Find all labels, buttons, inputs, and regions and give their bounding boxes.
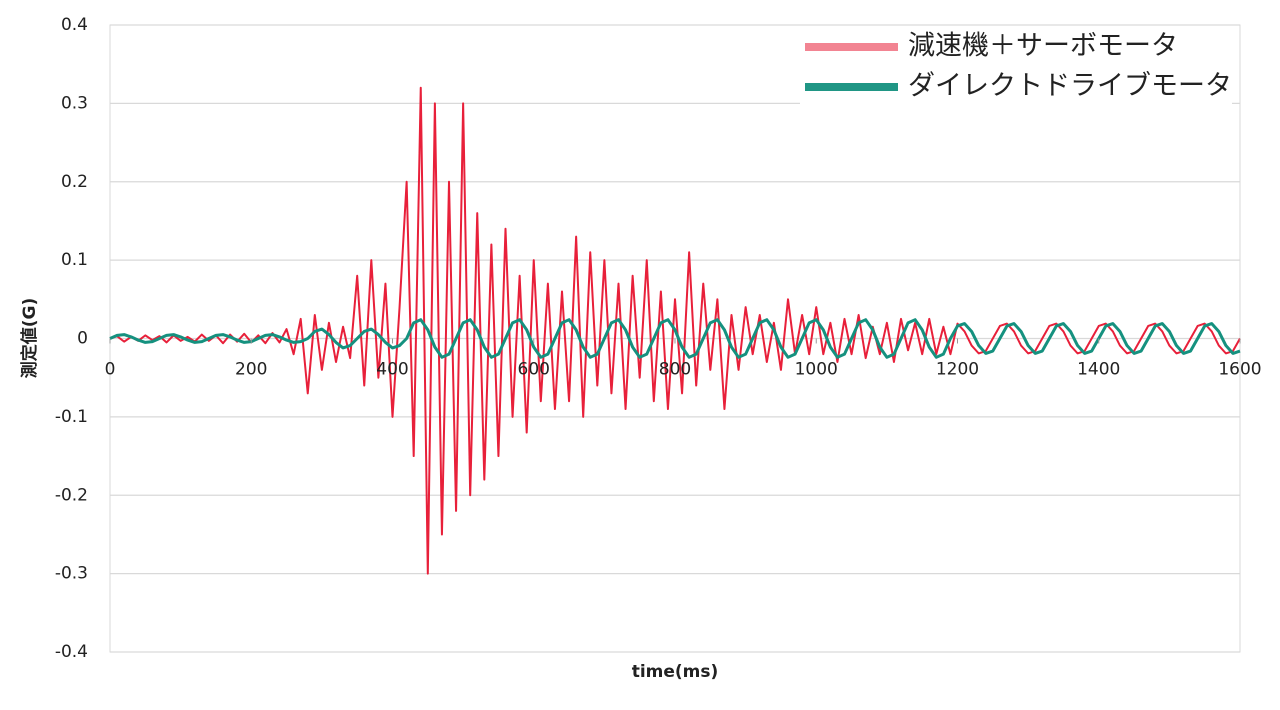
x-tick-label: 800 — [659, 360, 691, 380]
legend-label: 減速機＋サーボモータ — [908, 31, 1178, 62]
y-tick-label: 0 — [77, 329, 88, 349]
y-tick-label: -0.2 — [55, 485, 88, 505]
y-tick-label: 0.4 — [61, 15, 88, 35]
y-tick-label: -0.3 — [55, 564, 88, 584]
x-tick-label: 600 — [518, 360, 550, 380]
y-tick-label: -0.1 — [55, 407, 88, 427]
y-tick-label: 0.1 — [61, 250, 88, 270]
x-tick-label: 1000 — [795, 360, 838, 380]
x-tick-label: 1200 — [936, 360, 979, 380]
y-axis-label: 測定値(G) — [19, 298, 40, 379]
x-tick-label: 1600 — [1218, 360, 1261, 380]
line-series — [109, 86, 1241, 575]
x-tick-label: 200 — [235, 360, 267, 380]
x-tick-label: 1400 — [1077, 360, 1120, 380]
y-tick-label: -0.4 — [55, 642, 88, 662]
x-tick-label: 400 — [376, 360, 408, 380]
line-series — [109, 318, 1241, 359]
legend-label: ダイレクトドライブモータ — [908, 71, 1232, 102]
y-tick-label: 0.3 — [61, 93, 88, 113]
y-tick-label: 0.2 — [61, 172, 88, 192]
x-axis-label: time(ms) — [632, 662, 719, 682]
x-tick-label: 0 — [105, 360, 116, 380]
